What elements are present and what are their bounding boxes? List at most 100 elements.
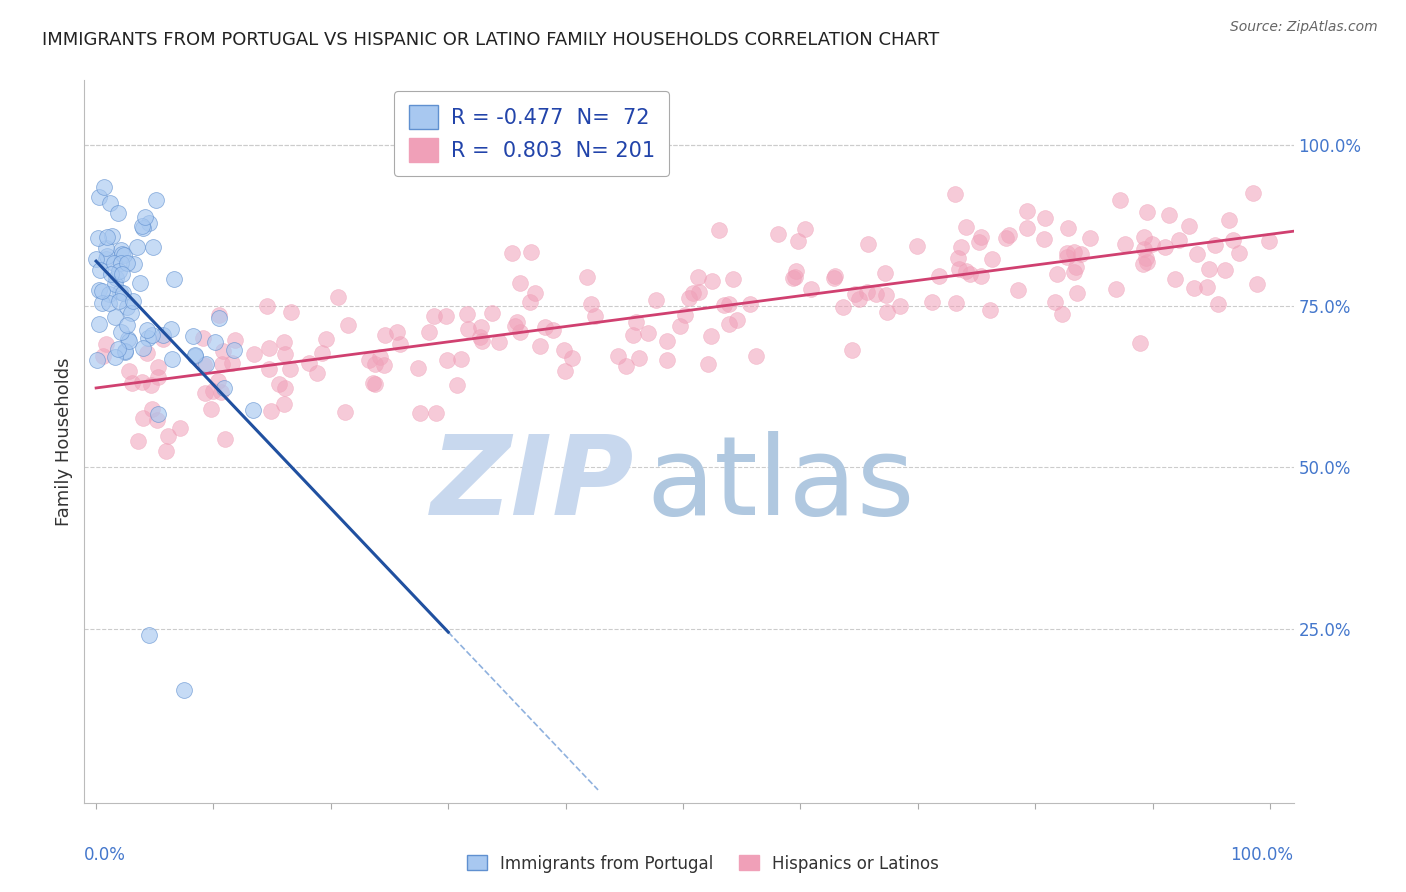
Point [700, 274, 723, 288]
Point [583, 309, 606, 323]
Point [1206, 297, 1229, 311]
Point [121, 376, 143, 391]
Point [260, 404, 283, 418]
Point [766, 227, 789, 242]
Point [111, 268, 134, 282]
Point [183, 329, 205, 343]
Point [146, 413, 169, 427]
Point [141, 401, 163, 416]
Point [127, 240, 149, 254]
Point [575, 270, 598, 285]
Point [740, 297, 762, 311]
Point [98, 296, 121, 310]
Point [1198, 262, 1220, 277]
Point [359, 353, 381, 368]
Point [93, 180, 115, 194]
Point [1114, 237, 1136, 252]
Point [1178, 219, 1201, 234]
Point [1157, 208, 1180, 222]
Point [87, 231, 110, 245]
Point [614, 359, 637, 373]
Point [132, 221, 155, 235]
Point [718, 317, 741, 331]
Point [471, 334, 494, 348]
Point [787, 234, 810, 248]
Point [1227, 245, 1250, 260]
Point [1246, 277, 1268, 291]
Point [1195, 280, 1218, 294]
Point [686, 270, 709, 285]
Point [959, 267, 981, 281]
Point [1063, 265, 1085, 279]
Point [1136, 205, 1159, 219]
Point [315, 332, 337, 346]
Point [222, 343, 245, 358]
Point [744, 349, 766, 363]
Point [204, 335, 226, 350]
Point [621, 328, 644, 343]
Point [889, 299, 911, 313]
Point [721, 272, 744, 286]
Point [114, 343, 136, 358]
Point [1015, 220, 1038, 235]
Point [361, 376, 384, 390]
Point [534, 320, 557, 334]
Point [425, 406, 447, 420]
Point [242, 402, 264, 417]
Point [865, 286, 887, 301]
Point [108, 285, 131, 299]
Point [115, 301, 138, 315]
Point [848, 292, 870, 306]
Point [1136, 255, 1159, 269]
Point [457, 322, 479, 336]
Point [298, 356, 321, 370]
Point [104, 271, 127, 285]
Point [1063, 245, 1085, 260]
Text: IMMIGRANTS FROM PORTUGAL VS HISPANIC OR LATINO FAMILY HOUSEHOLDS CORRELATION CHA: IMMIGRANTS FROM PORTUGAL VS HISPANIC OR … [42, 31, 939, 49]
Point [800, 282, 823, 296]
Point [274, 381, 297, 395]
Point [117, 332, 139, 346]
Point [328, 290, 350, 304]
Point [131, 375, 153, 389]
Point [707, 223, 730, 237]
Point [875, 266, 897, 280]
Point [943, 186, 966, 201]
Point [979, 303, 1001, 318]
Point [1182, 281, 1205, 295]
Point [96, 230, 118, 244]
Point [554, 363, 576, 377]
Point [257, 362, 280, 376]
Point [267, 376, 290, 391]
Point [520, 244, 543, 259]
Text: 0.0%: 0.0% [84, 847, 127, 864]
Point [107, 205, 129, 219]
Point [1046, 267, 1069, 281]
Point [1187, 247, 1209, 261]
Point [1218, 212, 1240, 227]
Point [207, 374, 229, 388]
Point [96, 249, 118, 263]
Point [132, 341, 155, 355]
Point [364, 376, 387, 391]
Point [115, 318, 138, 333]
Point [948, 261, 970, 276]
Point [488, 334, 510, 349]
Point [668, 318, 690, 333]
Point [118, 364, 141, 378]
Point [655, 334, 678, 348]
Point [385, 326, 408, 340]
Point [1135, 251, 1157, 265]
Point [141, 378, 163, 392]
Point [470, 320, 492, 334]
Point [146, 359, 169, 374]
Point [434, 309, 457, 323]
Point [928, 269, 950, 284]
Point [364, 357, 387, 371]
Point [257, 341, 280, 355]
Point [627, 351, 650, 365]
Point [644, 293, 666, 307]
Point [1033, 211, 1056, 226]
Point [278, 361, 301, 376]
Point [200, 401, 222, 416]
